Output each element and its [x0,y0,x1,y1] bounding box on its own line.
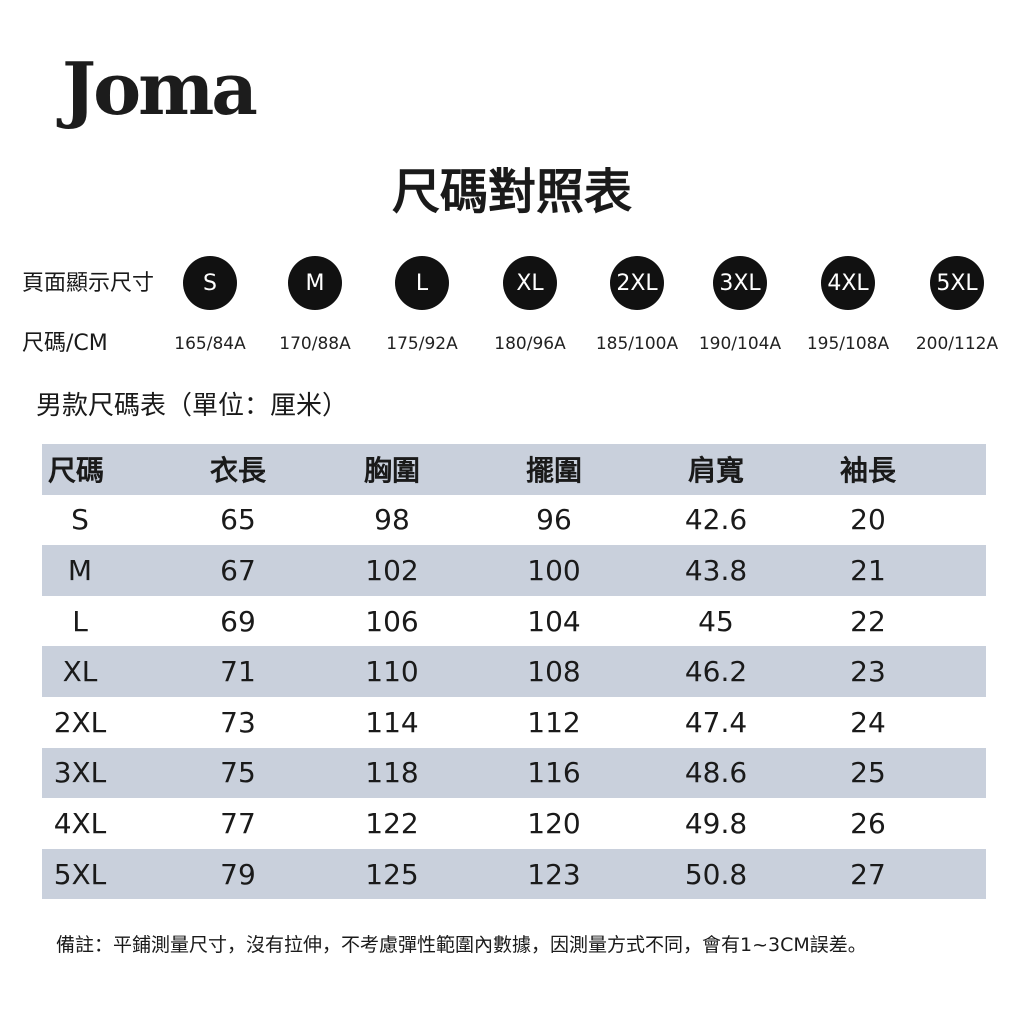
table-cell: 100 [527,553,581,587]
table-cell: 47.4 [684,705,748,739]
size-cm-value: 195/108A [806,334,890,354]
table-header-cell: 擺圍 [525,454,582,488]
table-cell: 48.6 [684,756,748,790]
table-cell: 108 [527,655,581,689]
table-cell: 25 [850,756,886,790]
table-cell: 118 [365,756,419,790]
page-title: 尺碼對照表 [391,164,632,220]
table-cell: 23 [850,655,886,689]
table-cell: 49.8 [684,806,748,840]
table-row: L 69 106 104 45 22 [42,596,986,647]
table-cell: 67 [220,553,256,587]
table-header-cell: 胸圍 [363,454,420,488]
table-cell: 112 [527,705,581,739]
size-badge: XL [503,256,557,310]
table-cell: 106 [365,604,419,638]
table-cell: 46.2 [684,655,748,689]
table-cell: 5XL [53,857,107,891]
table-cell: 26 [850,806,886,840]
footnote: 備註：平鋪測量尺寸，沒有拉伸，不考慮彈性範圍內數據，因測量方式不同，會有1~3C… [56,934,867,956]
size-cm-value: 185/100A [595,334,679,354]
table-row: M 67 102 100 43.8 21 [42,545,986,596]
table-cell: 77 [220,806,256,840]
table-cell: 22 [850,604,886,638]
table-cell: M [67,553,93,587]
table-cell: 50.8 [684,857,748,891]
table-row: 5XL 79 125 123 50.8 27 [42,848,986,900]
table-cell: 24 [850,705,886,739]
size-display-label: 頁面顯示尺寸 [22,271,155,296]
table-cell: 116 [527,756,581,790]
table-cell: 69 [220,604,256,638]
size-cm-label: 尺碼/CM [22,331,108,356]
table-cell: 75 [220,756,256,790]
table-cell: 2XL [53,705,107,739]
size-badge: 3XL [713,256,767,310]
table-header-cell: 衣長 [209,454,266,488]
table-row: S 65 98 96 42.6 20 [42,495,986,546]
table-cell: 79 [220,857,256,891]
size-badge: 2XL [610,256,664,310]
table-row: 2XL 73 114 112 47.4 24 [42,697,986,748]
table-cell: 125 [365,857,419,891]
table-title: 男款尺碼表（單位：厘米） [36,391,349,421]
table-cell: 122 [365,806,419,840]
size-cm-value: 180/96A [494,334,566,354]
table-cell: 120 [527,806,581,840]
table-cell: 71 [220,655,256,689]
size-badge: M [288,256,342,310]
size-badge: S [183,256,237,310]
table-header-cell: 尺碼 [48,454,105,488]
size-table: 尺碼 衣長 胸圍 擺圍 肩寬 袖長 S 65 98 96 42.6 20 M 67 102 100 43.8 21… [42,444,986,900]
table-cell: 3XL [53,756,107,790]
table-cell: 114 [365,705,419,739]
table-cell: 65 [220,503,256,537]
table-cell: 98 [374,503,410,537]
table-row: 3XL 75 118 116 48.6 25 [42,747,986,799]
brand-logo: Joma [62,46,258,131]
table-row: XL 71 110 108 46.2 23 [42,646,986,697]
table-cell: 45 [698,604,734,638]
size-cm-value: 200/112A [915,334,999,354]
size-cm-value: 175/92A [386,334,458,354]
size-badge: 4XL [821,256,875,310]
size-badge: L [395,256,449,310]
table-header-row: 尺碼 衣長 胸圍 擺圍 肩寬 袖長 [42,444,986,495]
table-header-cell: 肩寬 [687,454,744,488]
table-cell: 4XL [53,806,107,840]
table-cell: 21 [850,553,886,587]
table-cell: 20 [850,503,886,537]
table-cell: 73 [220,705,256,739]
table-cell: 96 [536,503,572,537]
table-cell: 27 [850,857,886,891]
table-cell: L [72,604,88,638]
size-cm-value: 190/104A [698,334,782,354]
table-cell: S [71,503,89,537]
table-cell: 123 [527,857,581,891]
size-cm-value: 170/88A [279,334,351,354]
size-cm-value: 165/84A [174,334,246,354]
table-cell: 102 [365,553,419,587]
table-row: 4XL 77 122 120 49.8 26 [42,798,986,849]
table-cell: 43.8 [684,553,748,587]
size-badge: 5XL [930,256,984,310]
table-header-cell: 袖長 [839,454,896,488]
table-cell: 42.6 [684,503,748,537]
table-cell: XL [62,655,98,689]
table-cell: 104 [527,604,581,638]
table-cell: 110 [365,655,419,689]
